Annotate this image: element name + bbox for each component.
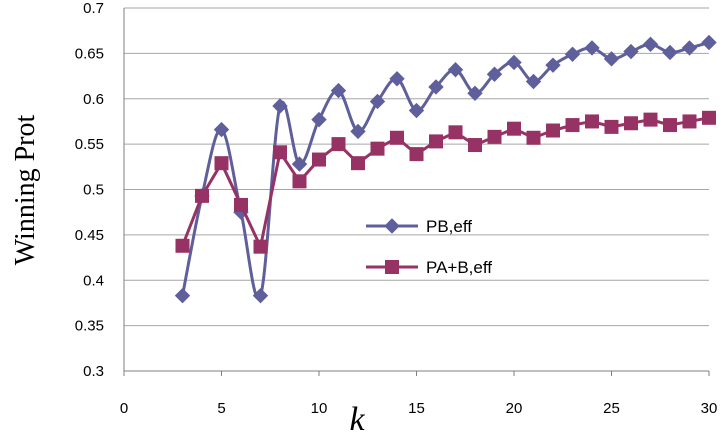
data-point <box>312 152 326 167</box>
data-point <box>272 98 288 114</box>
data-point <box>467 85 483 102</box>
data-point <box>702 110 716 125</box>
data-point <box>487 129 502 144</box>
y-tick-label: 0.6 <box>83 91 104 108</box>
legend-marker <box>385 260 399 274</box>
data-point <box>370 141 385 156</box>
data-point <box>486 66 503 82</box>
y-tick-label: 0.4 <box>83 272 104 289</box>
data-point <box>409 147 424 162</box>
data-point <box>681 40 698 56</box>
data-point <box>526 130 541 145</box>
data-point <box>214 156 229 171</box>
axes <box>123 8 710 376</box>
data-point <box>389 71 405 87</box>
data-point <box>195 188 209 203</box>
legend-label: PA+B,eff <box>426 258 492 277</box>
x-tick-label: 0 <box>120 400 128 417</box>
data-point <box>252 287 269 304</box>
data-point <box>447 62 464 78</box>
data-point <box>292 174 307 189</box>
x-tick-label: 5 <box>217 400 225 417</box>
data-point <box>603 51 620 67</box>
x-tick-label: 10 <box>311 400 328 417</box>
data-point <box>213 121 230 138</box>
series-line <box>181 116 710 249</box>
x-tick-label: 20 <box>506 400 523 417</box>
data-point <box>291 156 308 172</box>
data-point <box>585 114 599 129</box>
data-point <box>351 156 365 171</box>
legend-label: PB,eff <box>426 217 472 236</box>
y-tick-label: 0.35 <box>75 318 104 335</box>
data-point <box>565 118 580 133</box>
data-point <box>174 287 191 304</box>
data-point <box>701 34 717 51</box>
data-point <box>623 43 639 60</box>
x-tick-label: 30 <box>701 400 718 417</box>
data-point <box>624 116 638 131</box>
y-tick-label: 0.5 <box>83 182 104 199</box>
legend-marker <box>384 218 400 234</box>
data-point <box>390 130 404 145</box>
x-axis-label: k <box>349 401 365 438</box>
data-point <box>507 121 521 136</box>
data-point <box>662 44 678 61</box>
y-tick-label: 0.45 <box>75 227 104 244</box>
data-point <box>604 119 619 134</box>
data-point <box>584 40 600 56</box>
data-point <box>545 57 561 73</box>
data-point <box>369 93 386 110</box>
y-tick-label: 0.3 <box>83 363 104 380</box>
data-point <box>468 138 482 153</box>
legend-item: PA+B,eff <box>366 258 492 277</box>
data-point <box>682 114 697 129</box>
data-point <box>642 36 659 53</box>
data-point <box>525 73 542 90</box>
legend-item: PB,eff <box>366 217 472 236</box>
data-point <box>234 197 248 212</box>
data-point <box>643 112 658 127</box>
tick-labels: 0.3 0.35 0.4 0.45 0.5 0.55 0.6 0.65 0.7 0 5 10 15 20 2… <box>75 0 718 417</box>
series-2 <box>175 110 716 254</box>
y-tick-label: 0.55 <box>75 136 104 153</box>
y-tick-label: 0.65 <box>75 45 104 62</box>
data-point <box>428 79 444 95</box>
data-point <box>330 82 347 99</box>
data-point <box>448 125 463 140</box>
data-point <box>311 111 327 128</box>
y-axis-label: Winning Prot <box>10 115 41 266</box>
y-tick-label: 0.7 <box>83 0 104 17</box>
data-point <box>331 137 346 152</box>
gridlines <box>124 7 709 327</box>
data-point <box>273 145 287 160</box>
data-point <box>175 238 190 253</box>
data-point <box>663 118 677 133</box>
legend: PB,eff PA+B,eff <box>366 217 492 277</box>
x-tick-label: 25 <box>603 400 620 417</box>
data-point <box>350 123 366 140</box>
data-point <box>429 134 443 149</box>
data-point <box>253 239 268 254</box>
data-point <box>546 123 560 138</box>
series <box>174 34 717 304</box>
data-point <box>408 102 425 119</box>
data-point <box>564 46 581 62</box>
data-point <box>506 54 522 71</box>
x-tick-label: 15 <box>408 400 425 417</box>
